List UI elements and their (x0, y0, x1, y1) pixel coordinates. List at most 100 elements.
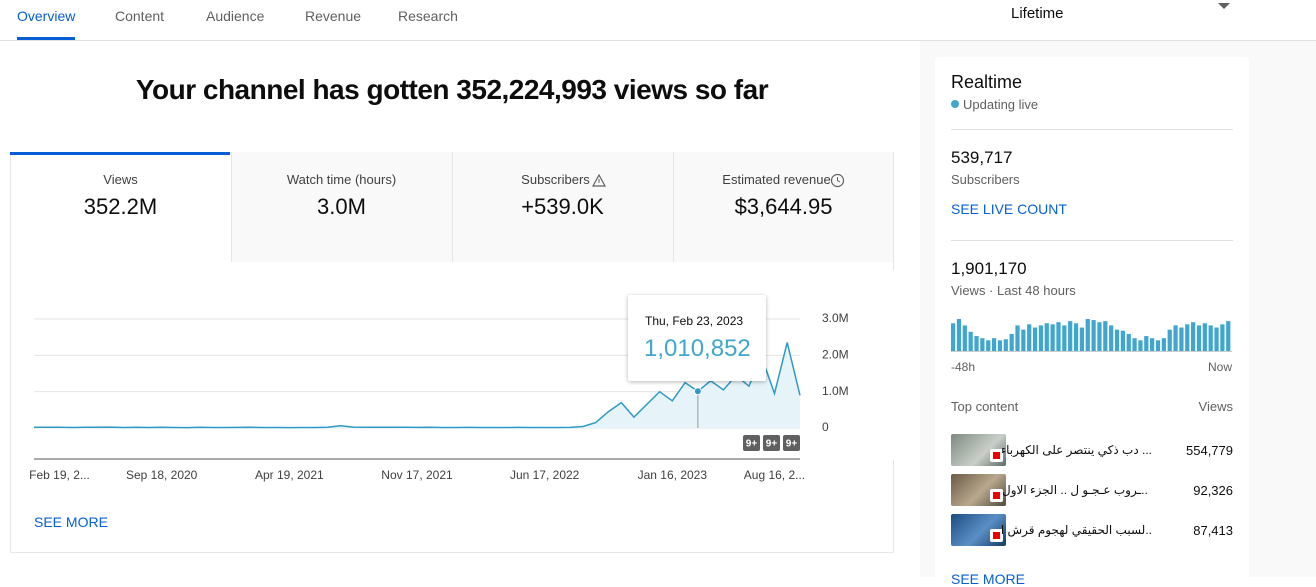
video-views: 92,326 (1193, 483, 1233, 498)
bar (1214, 327, 1219, 351)
tab-underline (17, 37, 75, 40)
bar (1155, 340, 1161, 351)
bar (956, 319, 962, 351)
tab[interactable]: Content (115, 8, 165, 24)
metric-tab[interactable] (231, 152, 452, 262)
badge-icon (990, 489, 1003, 502)
live-dot (951, 100, 959, 108)
warning-icon[interactable] (592, 174, 606, 187)
bar (1056, 322, 1061, 351)
annotation-badge (763, 435, 780, 451)
metric-label: Views (103, 172, 138, 187)
y-tick-label: 1.0M (822, 384, 849, 398)
metric-tab[interactable] (673, 152, 894, 262)
realtime-title: Realtime (951, 72, 1023, 92)
x-tick-label: Jan 16, 2023 (638, 468, 708, 482)
annotation-badge (783, 435, 800, 451)
bar (1079, 327, 1085, 351)
bar (1208, 325, 1213, 351)
headline: Your channel has gotten 352,224,993 view… (135, 74, 769, 105)
bar (1132, 338, 1137, 351)
bar (1191, 322, 1196, 351)
divider (951, 129, 1233, 130)
video-title[interactable]: ... دب ذكي ينتصر على الكهرباء (1002, 443, 1152, 457)
video-title[interactable]: ..لسبب الحقيقي لهجوم قرش الغردقة (1002, 523, 1152, 537)
metric-label: Estimated revenue (722, 172, 831, 187)
bar (1097, 322, 1102, 351)
bar (1103, 321, 1108, 351)
tab[interactable]: Overview (17, 8, 76, 24)
bar (968, 331, 973, 351)
bar (1068, 321, 1073, 351)
bar (1021, 329, 1026, 351)
tab[interactable]: Revenue (305, 8, 362, 24)
bar (1091, 320, 1096, 351)
bar (1044, 323, 1049, 351)
metric-value: 352.2M (83, 194, 158, 219)
bar (1173, 325, 1178, 351)
bar (974, 336, 979, 351)
dropdown-arrow[interactable] (1217, 2, 1231, 10)
tab[interactable]: Audience (206, 8, 265, 24)
bar (1038, 325, 1044, 351)
tab[interactable]: Research (398, 8, 458, 24)
x-tick-label: Nov 17, 2021 (381, 468, 453, 482)
bar (1062, 325, 1067, 351)
tooltip (628, 295, 766, 381)
y-tick-label: 3.0M (822, 311, 849, 325)
x-tick-label: Now (1208, 360, 1232, 374)
divider (951, 240, 1233, 241)
metric-value: 3.0M (317, 194, 366, 219)
period-select[interactable]: Lifetime (1011, 5, 1064, 22)
bar (1150, 338, 1155, 351)
x-tick-label: -48h (951, 360, 975, 374)
video-views: 87,413 (1193, 523, 1233, 538)
bar (1003, 339, 1008, 351)
metric-tab-selected[interactable] (10, 152, 230, 155)
video-title[interactable]: ..ـروب عـجـو ل .. الجزء الاول (1002, 483, 1148, 497)
bar (1144, 336, 1149, 351)
bar (1167, 329, 1172, 351)
clock-icon[interactable] (830, 173, 845, 188)
bar (1202, 323, 1207, 351)
video-views: 554,779 (1186, 443, 1233, 458)
x-tick-label: Feb 19, 2... (29, 468, 90, 482)
live-count-link[interactable]: SEE LIVE COUNT (951, 201, 1067, 217)
bar (1050, 324, 1055, 351)
area (34, 342, 800, 428)
bar (962, 325, 967, 351)
subscriber-label: Subscribers (951, 172, 1020, 187)
bar (1073, 323, 1079, 351)
metric-label: Subscribers (521, 172, 590, 187)
x-tick-label: Jun 17, 2022 (510, 468, 580, 482)
annotation-badge-label: 9+ (786, 439, 798, 450)
y-tick-label: 0 (822, 420, 829, 434)
bar (980, 338, 985, 351)
views-label: Views · Last 48 hours (951, 283, 1076, 298)
annotation-badge (743, 435, 760, 451)
bar (991, 338, 997, 351)
x-tick-label: Sep 18, 2020 (126, 468, 198, 482)
views-count: 1,901,170 (951, 259, 1027, 278)
bar (1161, 338, 1166, 351)
annotation-badge-label: 9+ (746, 439, 758, 450)
x-tick-label: Apr 19, 2021 (255, 468, 324, 482)
bar (1085, 319, 1090, 351)
realtime-status: Updating live (963, 97, 1039, 112)
line (33, 342, 801, 429)
bar (1185, 324, 1190, 351)
metric-value: $3,644.95 (734, 194, 833, 219)
bar (1196, 325, 1202, 351)
annotation-badge-label: 9+ (766, 439, 778, 450)
metric-label: Watch time (hours) (286, 172, 397, 187)
y-tick-label: 2.0M (822, 348, 849, 362)
subscriber-count: 539,717 (951, 148, 1013, 167)
see-more-link[interactable]: SEE MORE (34, 514, 108, 530)
bar (1226, 321, 1231, 351)
metric-tab[interactable] (452, 152, 673, 262)
views-column-label: Views (1198, 399, 1233, 414)
bar (1009, 333, 1014, 351)
x-tick-label: Aug 16, 2... (744, 468, 805, 482)
